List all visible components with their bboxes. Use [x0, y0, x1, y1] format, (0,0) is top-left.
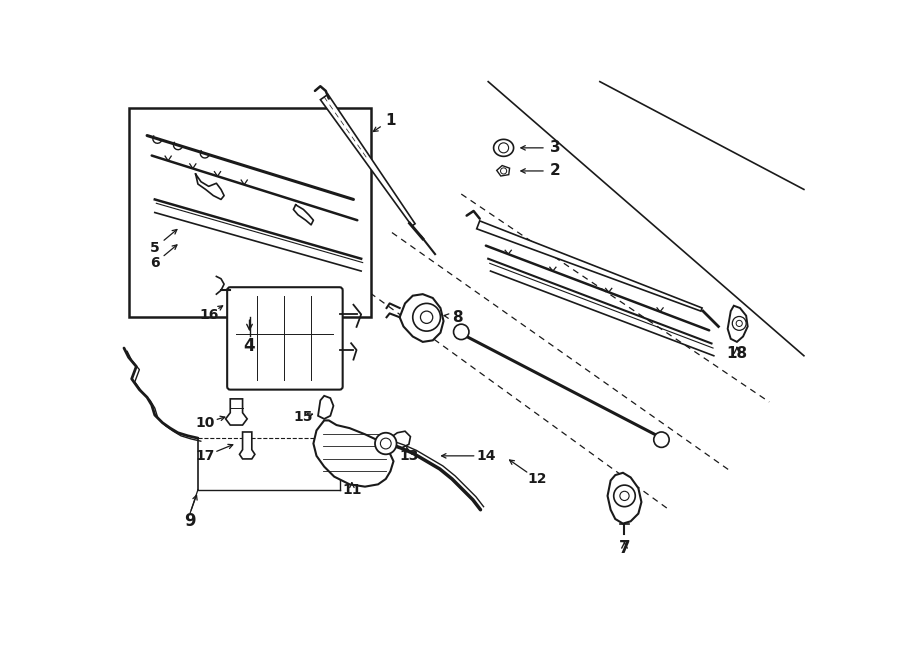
Polygon shape — [195, 174, 224, 200]
Text: 1: 1 — [385, 112, 396, 128]
Polygon shape — [392, 431, 410, 448]
Polygon shape — [226, 399, 248, 425]
Text: 10: 10 — [196, 416, 215, 430]
Text: 18: 18 — [726, 346, 748, 361]
Text: 5: 5 — [150, 241, 159, 255]
Text: 15: 15 — [293, 410, 313, 424]
Bar — [129, 108, 371, 317]
Text: 9: 9 — [184, 512, 196, 529]
Circle shape — [499, 143, 508, 153]
Circle shape — [381, 438, 392, 449]
Polygon shape — [400, 294, 444, 342]
Circle shape — [375, 433, 397, 454]
Text: 2: 2 — [550, 163, 561, 178]
Polygon shape — [497, 165, 509, 176]
Circle shape — [736, 321, 742, 327]
Polygon shape — [239, 432, 255, 459]
Text: 17: 17 — [196, 449, 215, 463]
Circle shape — [620, 491, 629, 500]
Circle shape — [413, 303, 440, 331]
Text: 4: 4 — [244, 336, 256, 355]
Text: 16: 16 — [199, 308, 219, 322]
FancyBboxPatch shape — [227, 288, 343, 389]
Circle shape — [454, 324, 469, 340]
Text: 11: 11 — [342, 483, 362, 496]
Circle shape — [653, 432, 669, 447]
Polygon shape — [728, 305, 748, 342]
Circle shape — [733, 317, 746, 330]
Polygon shape — [320, 95, 415, 226]
Circle shape — [500, 168, 507, 174]
Polygon shape — [477, 221, 702, 311]
Text: 14: 14 — [476, 449, 496, 463]
Polygon shape — [313, 420, 393, 486]
Polygon shape — [608, 473, 642, 524]
Text: 8: 8 — [452, 310, 463, 325]
Text: 13: 13 — [400, 449, 419, 463]
Circle shape — [420, 311, 433, 323]
Text: 6: 6 — [150, 256, 159, 270]
Text: 12: 12 — [527, 472, 546, 486]
Text: 7: 7 — [618, 539, 630, 557]
Text: 3: 3 — [550, 140, 561, 155]
Polygon shape — [493, 139, 514, 157]
Circle shape — [614, 485, 635, 507]
Polygon shape — [318, 396, 333, 419]
